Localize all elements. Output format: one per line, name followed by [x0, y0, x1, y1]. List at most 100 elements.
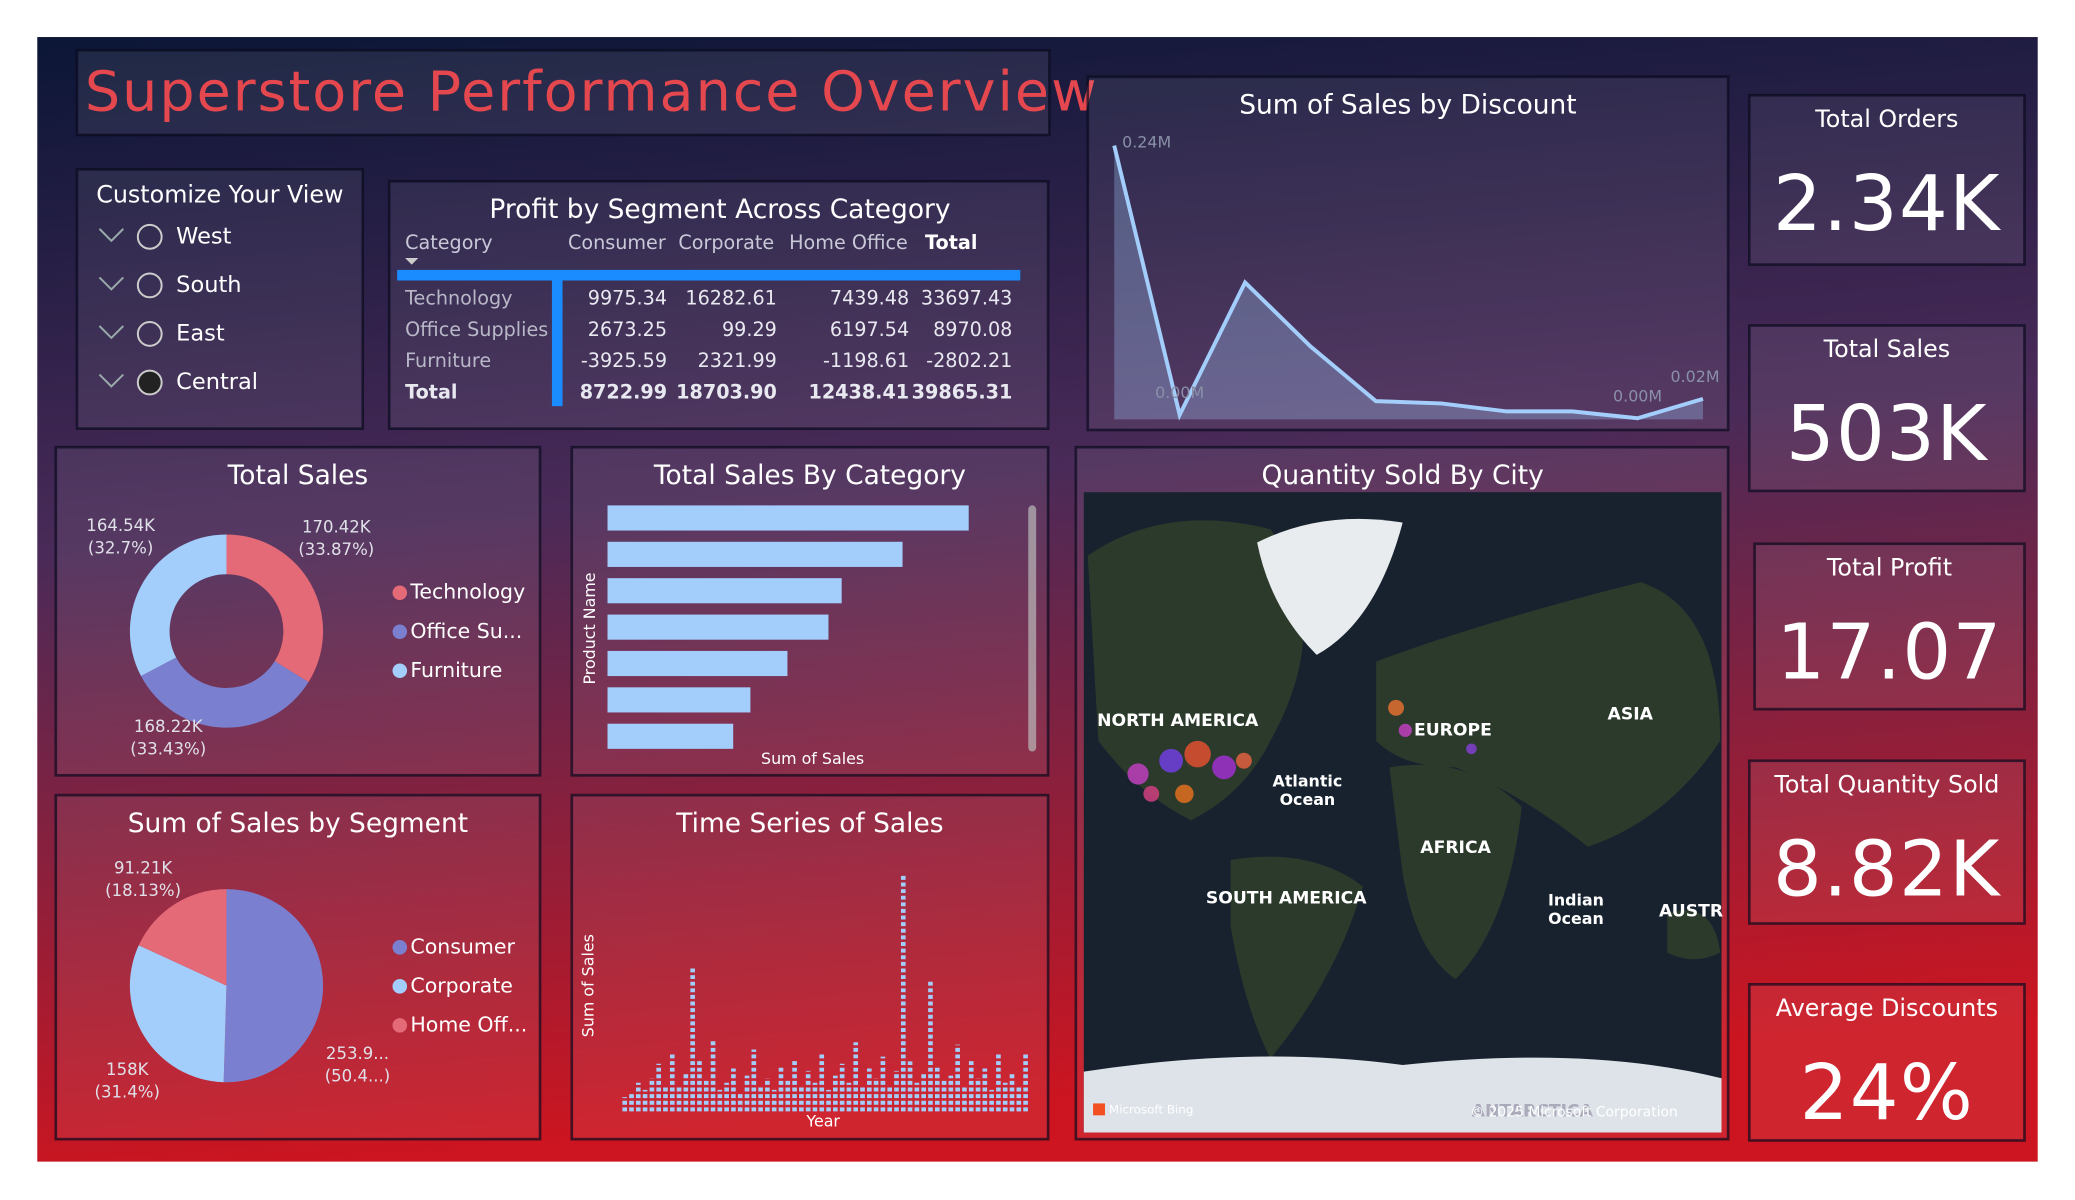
card-label: Total Profit — [1826, 553, 1952, 581]
card-label: Total Orders — [1814, 105, 1958, 133]
pie-slice — [223, 889, 324, 1083]
map-credit: © 2025 Microsoft Corporation — [1470, 1105, 1678, 1121]
donut-slice — [226, 534, 324, 683]
legend-marker — [392, 979, 408, 994]
table-header: Total — [925, 231, 977, 254]
map-bubble — [1159, 748, 1184, 773]
card-value: 2.34K — [1773, 160, 2001, 249]
data-label: 158K — [106, 1060, 150, 1079]
x-axis-label: Year — [805, 1111, 840, 1130]
table-cell: Total — [405, 381, 457, 404]
table-header: Category — [405, 231, 493, 254]
header-bar — [397, 269, 1021, 281]
legend-marker — [392, 585, 408, 600]
column-bar — [551, 279, 563, 407]
table-cell: 9975.34 — [588, 287, 667, 310]
panel — [1747, 93, 2026, 266]
radio[interactable] — [136, 223, 163, 250]
percent-label: (18.13%) — [105, 881, 181, 900]
slicer-item: East — [176, 320, 225, 346]
data-label: 0.00M — [1613, 387, 1662, 406]
table-cell: 99.29 — [722, 318, 777, 341]
slicer-item: South — [176, 272, 241, 298]
card-value: 8.82K — [1773, 826, 2001, 915]
landmass — [1087, 520, 1304, 821]
data-label: 170.42K — [302, 517, 372, 536]
page-title: Superstore Performance Overview — [85, 59, 1099, 124]
chart-title: Sum of Sales by Segment — [128, 808, 468, 839]
map-bubble — [1143, 785, 1160, 802]
panel — [1747, 759, 2026, 925]
bar — [607, 541, 903, 567]
table-cell: 7439.48 — [830, 287, 909, 310]
map-label: Ocean — [1280, 790, 1336, 809]
chart-title: Total Sales — [227, 460, 369, 491]
percent-label: (33.43%) — [130, 740, 206, 759]
bar — [607, 723, 734, 749]
legend-label: Furniture — [410, 658, 502, 682]
map-bubble — [1175, 784, 1194, 804]
legend-label: Consumer — [410, 934, 515, 958]
table-cell: -2802.21 — [926, 349, 1012, 372]
percent-label: (32.7%) — [88, 539, 153, 558]
data-label: 168.22K — [134, 717, 204, 736]
map-bubble — [1398, 723, 1412, 737]
chevron — [98, 276, 124, 291]
bar — [607, 505, 969, 531]
bar — [607, 650, 788, 677]
data-label: 91.21K — [114, 859, 173, 878]
table-cell: 6197.54 — [830, 318, 909, 341]
table-cell: Office Supplies — [405, 318, 548, 341]
area-line — [1112, 145, 1704, 421]
panel — [570, 445, 1050, 777]
radio[interactable] — [136, 272, 163, 299]
landmass — [1667, 910, 1721, 960]
map-label: AFRICA — [1420, 838, 1491, 858]
map-credit: Microsoft Bing — [1109, 1103, 1193, 1117]
legend-marker — [392, 1018, 408, 1033]
slicer-title: Customize Your View — [96, 180, 343, 208]
table-cell: -3925.59 — [581, 349, 667, 372]
card-label: Total Quantity Sold — [1773, 770, 1999, 798]
donut-slice — [129, 534, 227, 677]
legend-label: Office Su... — [410, 619, 522, 643]
data-label: 0.24M — [1122, 132, 1171, 151]
map-bubble — [1466, 743, 1477, 755]
map-bubble — [1235, 752, 1252, 769]
radio[interactable] — [136, 321, 163, 347]
table-cell: 2673.25 — [588, 318, 667, 341]
map-label: SOUTH AMERICA — [1206, 888, 1367, 908]
radio[interactable] — [136, 369, 163, 396]
map-bubble — [1212, 755, 1236, 780]
scrollbar — [1028, 505, 1037, 752]
map-title: Quantity Sold By City — [1262, 460, 1544, 491]
landmass — [1389, 764, 1522, 980]
percent-label: (50.4...) — [325, 1066, 390, 1085]
table-cell: 12438.41 — [808, 381, 909, 404]
map-label: ASIA — [1608, 704, 1654, 724]
map-label: EUROPE — [1414, 720, 1492, 740]
map-label: Indian — [1548, 890, 1604, 909]
data-label: 164.54K — [86, 516, 156, 535]
table-cell: 8722.99 — [580, 381, 667, 404]
panel — [75, 168, 365, 430]
pie-slice — [138, 889, 227, 986]
legend-label: Home Off... — [410, 1012, 527, 1036]
chart-title: Total Sales By Category — [653, 460, 966, 491]
map-bubble — [1184, 740, 1211, 768]
data-label: 0.00M — [1155, 383, 1204, 402]
bar — [607, 687, 751, 713]
table-header: Consumer — [568, 231, 666, 254]
map-bubble — [1127, 763, 1149, 785]
y-axis-label: Product Name — [580, 572, 599, 684]
percent-label: (31.4%) — [95, 1082, 160, 1101]
legend-label: Technology — [409, 580, 525, 604]
legend-marker — [392, 940, 408, 955]
map-label: NORTH AMERICA — [1097, 711, 1259, 731]
legend-marker — [392, 624, 408, 640]
map-label: Atlantic — [1273, 771, 1343, 790]
bar — [607, 578, 842, 604]
panel — [1747, 324, 2026, 493]
map-label: ANTARCTICA — [1472, 1101, 1594, 1121]
table-cell: -1198.61 — [823, 349, 909, 372]
